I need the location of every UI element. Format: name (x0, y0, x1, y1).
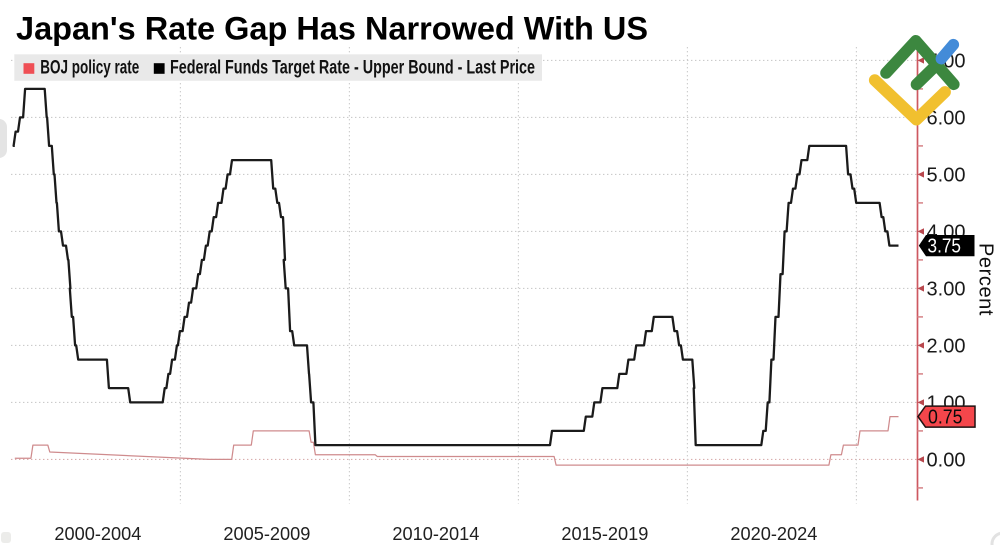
svg-text:Japan's Rate Gap Has Narrowed: Japan's Rate Gap Has Narrowed With US (16, 11, 648, 47)
svg-text:2020-2024: 2020-2024 (730, 524, 817, 544)
svg-text:BOJ policy rate: BOJ policy rate (40, 58, 139, 79)
svg-text:2000-2004: 2000-2004 (54, 524, 141, 544)
svg-text:6.00: 6.00 (927, 107, 966, 129)
svg-text:0.00: 0.00 (927, 449, 966, 471)
svg-text:2015-2019: 2015-2019 (561, 524, 648, 544)
svg-text:Federal Funds Target Rate - Up: Federal Funds Target Rate - Upper Bound … (170, 58, 535, 79)
svg-text:2.00: 2.00 (927, 335, 966, 357)
svg-text:Percent: Percent (975, 243, 997, 316)
svg-text:3.75: 3.75 (928, 236, 962, 258)
svg-text:2010-2014: 2010-2014 (392, 524, 479, 544)
svg-text:2005-2009: 2005-2009 (223, 524, 310, 544)
svg-text:5.00: 5.00 (927, 164, 966, 186)
svg-text:0.75: 0.75 (928, 407, 963, 429)
svg-text:3.00: 3.00 (927, 278, 966, 300)
